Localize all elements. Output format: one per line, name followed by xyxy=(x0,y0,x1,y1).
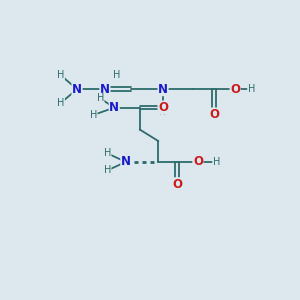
Text: N: N xyxy=(100,82,110,96)
Text: O: O xyxy=(230,82,240,96)
Text: H: H xyxy=(57,70,64,80)
Text: N: N xyxy=(158,82,168,96)
Text: H: H xyxy=(97,93,104,103)
Text: H: H xyxy=(57,98,64,108)
Text: H: H xyxy=(248,84,255,94)
Text: H: H xyxy=(113,70,120,80)
Text: O: O xyxy=(172,178,182,191)
Text: N: N xyxy=(109,101,119,114)
Text: N: N xyxy=(121,155,131,168)
Text: O: O xyxy=(209,108,219,121)
Text: N: N xyxy=(159,107,167,117)
Text: H: H xyxy=(213,157,220,167)
Text: H: H xyxy=(103,148,111,158)
Text: H: H xyxy=(103,165,111,176)
Text: O: O xyxy=(158,101,168,114)
Text: N: N xyxy=(0,299,1,300)
Text: O: O xyxy=(193,155,203,168)
Text: N: N xyxy=(159,107,167,117)
Text: H: H xyxy=(90,110,97,120)
Text: N: N xyxy=(72,82,82,96)
